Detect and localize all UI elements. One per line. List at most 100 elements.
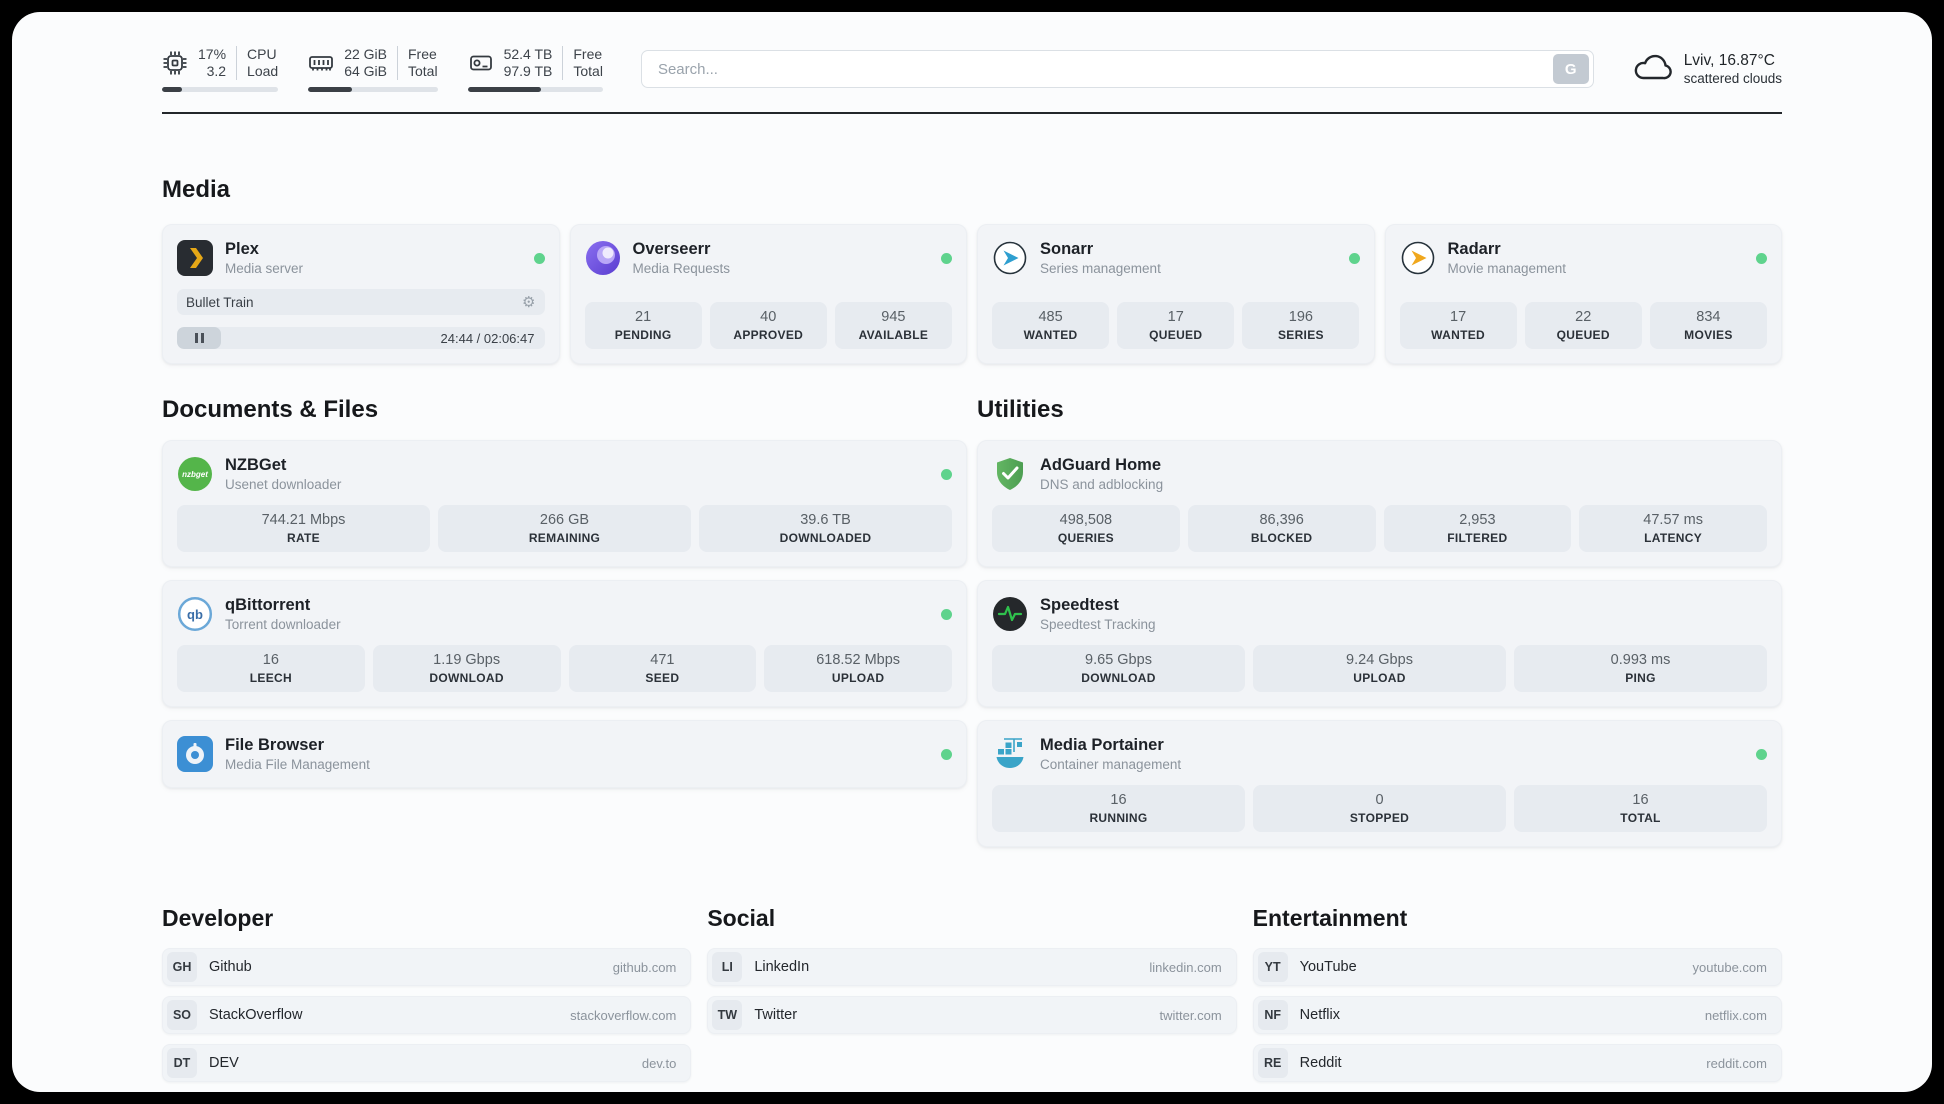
bookmark-badge: LI <box>712 952 743 982</box>
stat-box: 485 WANTED <box>992 302 1110 349</box>
portainer-icon <box>992 736 1028 772</box>
app-subtitle: Speedtest Tracking <box>1040 617 1156 632</box>
status-dot <box>941 468 952 480</box>
app-name: AdGuard Home <box>1040 456 1162 474</box>
status-dot <box>941 748 952 760</box>
stats-row: 21 PENDING 40 APPROVED 945 AVAILABLE <box>584 302 953 349</box>
dashboard-panel: 17% 3.2 CPU Load 22 GiB 64 GiB <box>12 12 1932 1092</box>
stat-box: 834 MOVIES <box>1649 302 1767 349</box>
svg-text:nzbget: nzbget <box>182 470 208 479</box>
app-card-speedtest[interactable]: Speedtest Speedtest Tracking 9.65 Gbps DO… <box>977 580 1782 707</box>
app-card-sonarr[interactable]: Sonarr Series management 485 WANTED 17 QUE… <box>977 224 1375 364</box>
app-subtitle: Media File Management <box>225 757 370 772</box>
plex-icon <box>177 240 213 276</box>
bookmark-name: StackOverflow <box>209 1007 303 1023</box>
stats-row: 485 WANTED 17 QUEUED 196 SERIES <box>992 302 1360 349</box>
bookmark-group-title: Developer <box>162 905 274 931</box>
bookmark-stackoverflow[interactable]: SO StackOverflow stackoverflow.com <box>162 996 692 1034</box>
bookmark-url: github.com <box>612 959 677 975</box>
app-card-nzbget[interactable]: nzbget NZBGet Usenet downloader 744.21 M… <box>162 440 967 567</box>
stat-box: 9.24 Gbps UPLOAD <box>1253 645 1506 692</box>
player-progress-bar[interactable]: 24:44 / 02:06:47 <box>177 327 545 349</box>
bookmark-youtube[interactable]: YT YouTube youtube.com <box>1252 948 1782 986</box>
app-card-adguard[interactable]: AdGuard Home DNS and adblocking 498,508 Q… <box>977 440 1782 567</box>
disk-total-label: Total <box>573 63 603 79</box>
bookmark-twitter[interactable]: TW Twitter twitter.com <box>707 996 1237 1034</box>
app-card-radarr[interactable]: Radarr Movie management 17 WANTED 22 QUEUE… <box>1384 224 1782 364</box>
ram-icon <box>308 50 334 76</box>
overseerr-icon <box>585 240 621 276</box>
playback-time: 24:44 / 02:06:47 <box>440 330 535 346</box>
bookmark-group-entertainment: Entertainment YT YouTube youtube.com NF … <box>1252 905 1782 1082</box>
bookmarks-section: Developer GH Github github.com SO StackO… <box>162 905 1782 1082</box>
stat-box: 1.19 Gbps DOWNLOAD <box>372 645 561 692</box>
status-dot <box>533 252 545 264</box>
stats-row: 744.21 Mbps RATE 266 GB REMAINING 39.6 TB D… <box>177 505 952 552</box>
speedtest-icon <box>992 596 1028 632</box>
app-subtitle: Torrent downloader <box>225 617 341 632</box>
stat-box: 86,396 BLOCKED <box>1187 505 1376 552</box>
middle-columns: Documents & Files nzbget NZBGet Usenet d… <box>162 364 1782 847</box>
cpu-load-value: 3.2 <box>206 63 227 79</box>
bookmark-linkedin[interactable]: LI LinkedIn linkedin.com <box>707 948 1237 986</box>
app-name: qBittorrent <box>225 596 311 614</box>
bookmark-dev[interactable]: DT DEV dev.to <box>162 1044 692 1082</box>
app-card-plex[interactable]: Plex Media server Bullet Train ⚙ 24:44 /… <box>162 224 560 364</box>
app-card-overseerr[interactable]: Overseerr Media Requests 21 PENDING 40 APP… <box>569 224 967 364</box>
app-card-portainer[interactable]: Media Portainer Container management 16 R… <box>977 720 1782 847</box>
app-card-filebrowser[interactable]: File Browser Media File Management <box>162 720 967 788</box>
bookmark-url: stackoverflow.com <box>570 1007 677 1023</box>
disk-free-value: 52.4 TB <box>503 46 553 62</box>
app-name: Radarr <box>1447 240 1501 258</box>
app-card-qbittorrent[interactable]: qb qBittorrent Torrent downloader 16 LEEC… <box>162 580 967 707</box>
bookmark-group-developer: Developer GH Github github.com SO StackO… <box>162 905 692 1082</box>
stat-box: 618.52 Mbps UPLOAD <box>764 645 952 692</box>
stat-box: 17 WANTED <box>1399 302 1517 349</box>
bookmark-name: Reddit <box>1299 1055 1342 1071</box>
app-subtitle: Media server <box>225 261 304 276</box>
bookmark-netflix[interactable]: NF Netflix netflix.com <box>1252 996 1782 1034</box>
app-name: Speedtest <box>1040 596 1119 614</box>
stats-row: 17 WANTED 22 QUEUED 834 MOVIES <box>1399 302 1768 349</box>
search-engine-button[interactable]: G <box>1552 54 1589 84</box>
disk-widget: 52.4 TB 97.9 TB Free Total <box>467 46 603 92</box>
bookmark-badge: GH <box>167 952 197 982</box>
stat-box: 16 LEECH <box>177 645 365 692</box>
bookmark-badge: DT <box>167 1048 197 1078</box>
stat-box: 21 PENDING <box>584 302 702 349</box>
bookmark-group-title: Entertainment <box>1252 905 1408 931</box>
bookmark-reddit[interactable]: RE Reddit reddit.com <box>1252 1044 1782 1082</box>
ram-widget: 22 GiB 64 GiB Free Total <box>308 46 438 92</box>
search-input[interactable] <box>645 60 1553 78</box>
disk-progress-bar <box>467 87 603 92</box>
utilities-column: Utilities AdGuard Home DNS and adblockin… <box>977 364 1782 847</box>
bookmark-name: DEV <box>209 1055 239 1071</box>
status-dot <box>1756 748 1767 760</box>
section-title-documents: Documents & Files <box>162 396 379 423</box>
section-title-media: Media <box>162 176 231 203</box>
bookmark-url: linkedin.com <box>1149 959 1222 975</box>
bookmark-github[interactable]: GH Github github.com <box>162 948 692 986</box>
stats-row: 16 RUNNING 0 STOPPED 16 TOTAL <box>992 785 1767 832</box>
stat-box: 40 APPROVED <box>709 302 827 349</box>
stats-row: 9.65 Gbps DOWNLOAD 9.24 Gbps UPLOAD 0.993 … <box>992 645 1767 692</box>
filebrowser-icon <box>177 736 213 772</box>
documents-column: Documents & Files nzbget NZBGet Usenet d… <box>162 364 967 788</box>
app-name: NZBGet <box>225 456 287 474</box>
stat-box: 471 SEED <box>568 645 757 692</box>
bookmark-badge: TW <box>712 1000 743 1030</box>
ram-progress-bar <box>308 87 438 92</box>
bookmark-badge: YT <box>1257 952 1288 982</box>
app-subtitle: Series management <box>1040 261 1161 276</box>
radarr-icon <box>1400 240 1436 276</box>
weather-widget: Lviv, 16.87°C scattered clouds <box>1632 51 1782 88</box>
gear-icon[interactable]: ⚙ <box>522 294 536 311</box>
app-name: Sonarr <box>1040 240 1094 258</box>
cpu-progress-bar <box>162 87 279 92</box>
bookmark-url: twitter.com <box>1159 1007 1222 1023</box>
stat-box: 17 QUEUED <box>1117 302 1235 349</box>
app-name: Overseerr <box>632 240 711 258</box>
ram-total-label: Total <box>408 63 438 79</box>
pause-button[interactable] <box>177 327 221 349</box>
bookmark-name: Github <box>209 959 252 975</box>
